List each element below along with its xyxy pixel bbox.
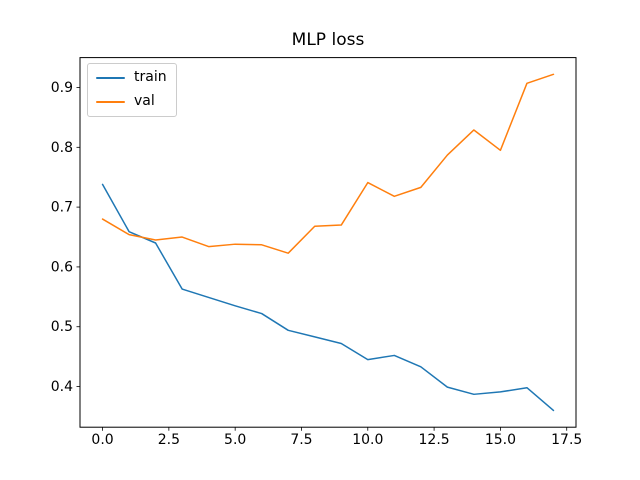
- legend-entry-train: train: [96, 69, 167, 85]
- x-tick-label: 5.0: [224, 432, 246, 448]
- series-line-val: [101, 73, 555, 254]
- val-line-swatch: [96, 101, 125, 104]
- y-tick-label: 0.4: [51, 379, 73, 395]
- train-line-swatch: [96, 76, 125, 79]
- legend-label-train: train: [134, 69, 167, 85]
- x-tick-label: 12.5: [419, 432, 450, 448]
- legend-entry-val: val: [96, 93, 167, 110]
- x-tick-label: 17.5: [551, 432, 582, 448]
- x-tick-label: 7.5: [290, 432, 312, 448]
- plot-frame: [79, 57, 577, 428]
- y-tick-label: 0.7: [51, 200, 73, 216]
- y-axis: 0.4 0.5 0.6 0.7 0.8 0.9: [51, 80, 80, 395]
- y-tick-label: 0.8: [51, 140, 73, 156]
- y-tick-label: 0.6: [51, 259, 73, 275]
- y-tick-label: 0.9: [51, 80, 73, 96]
- x-tick-label: 10.0: [352, 432, 383, 448]
- x-tick-label: 15.0: [485, 432, 516, 448]
- series-line-train: [101, 183, 555, 412]
- legend-label-val: val: [134, 93, 155, 110]
- legend: train val: [87, 63, 177, 117]
- y-tick-label: 0.5: [51, 319, 73, 335]
- x-tick-label: 0.0: [91, 432, 113, 448]
- chart-title: MLP loss: [291, 30, 365, 50]
- x-tick-label: 2.5: [158, 432, 180, 448]
- x-axis: 0.0 2.5 5.0 7.5 10.0 12.5 15.0 17.5: [91, 427, 582, 448]
